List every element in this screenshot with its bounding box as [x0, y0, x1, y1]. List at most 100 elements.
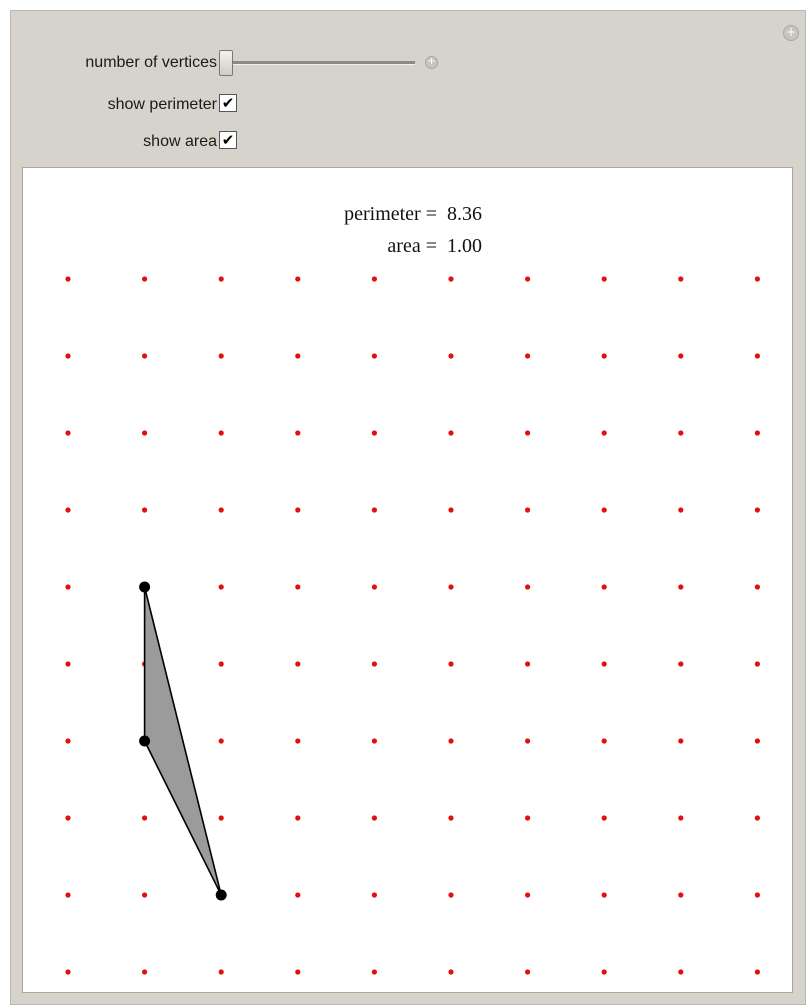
- lattice-dot: [754, 507, 761, 513]
- lattice-dot: [142, 507, 148, 513]
- lattice-dot: [218, 507, 224, 513]
- lattice-dot: [371, 892, 377, 898]
- lattice-dot: [525, 815, 531, 821]
- lattice-dot: [218, 969, 224, 975]
- polygon-vertex-handle[interactable]: [139, 735, 151, 747]
- lattice-dot: [371, 661, 377, 667]
- lattice-dot: [678, 815, 684, 821]
- lattice-dot: [678, 584, 684, 590]
- show-perimeter-label: show perimeter: [107, 96, 217, 113]
- lattice-dot: [295, 353, 301, 359]
- lattice-dot: [295, 507, 301, 513]
- lattice-dot: [218, 276, 224, 282]
- lattice-dot: [601, 815, 607, 821]
- lattice-dot: [525, 892, 531, 898]
- lattice-dot: [371, 969, 377, 975]
- lattice-dot: [218, 353, 224, 359]
- lattice-dot: [678, 507, 684, 513]
- lattice-dot: [218, 661, 224, 667]
- lattice-dot: [142, 276, 148, 282]
- lattice-dot: [371, 353, 377, 359]
- plot-area: perimeter = 8.36 area = 1.00: [22, 167, 793, 993]
- lattice-dot: [295, 969, 301, 975]
- lattice-dot: [754, 353, 761, 359]
- lattice-dot: [754, 430, 761, 436]
- lattice-dot: [218, 430, 224, 436]
- polygon-vertex-handle[interactable]: [215, 889, 227, 901]
- lattice-dot: [65, 584, 71, 590]
- lattice-dot: [142, 353, 148, 359]
- panel-options-icon[interactable]: +: [783, 25, 799, 41]
- lattice-dot: [754, 892, 761, 898]
- lattice-dot: [754, 584, 761, 590]
- lattice-dot: [678, 430, 684, 436]
- polygon-vertex-handle[interactable]: [139, 581, 151, 593]
- show-perimeter-row: show perimeter ✔: [11, 93, 807, 117]
- perimeter-label: perimeter =: [344, 203, 437, 225]
- lattice-dot: [448, 969, 454, 975]
- lattice-dot: [371, 815, 377, 821]
- lattice-dot: [65, 353, 71, 359]
- lattice-dot: [448, 892, 454, 898]
- lattice-dot: [601, 276, 607, 282]
- lattice-dot: [525, 738, 531, 744]
- lattice-dot: [601, 969, 607, 975]
- lattice-dot: [295, 892, 301, 898]
- lattice-dot: [678, 738, 684, 744]
- lattice-dot: [601, 661, 607, 667]
- show-area-checkbox[interactable]: ✔: [219, 131, 237, 149]
- lattice-dot: [295, 738, 301, 744]
- area-value: 1.00: [447, 235, 482, 257]
- lattice-dot: [754, 276, 761, 282]
- lattice-dot: [295, 430, 301, 436]
- lattice-dot: [525, 507, 531, 513]
- lattice-dot: [65, 892, 71, 898]
- lattice-dot: [601, 353, 607, 359]
- show-area-label: show area: [143, 133, 217, 150]
- vertices-control-row: number of vertices +: [11, 50, 807, 76]
- lattice-dot: [371, 430, 377, 436]
- lattice-dot: [678, 661, 684, 667]
- lattice-dot: [525, 969, 531, 975]
- lattice-dot: [754, 738, 761, 744]
- lattice-dot: [448, 430, 454, 436]
- lattice-dot: [754, 815, 761, 821]
- lattice-dot: [65, 738, 71, 744]
- lattice-dot: [525, 430, 531, 436]
- lattice-dot: [371, 584, 377, 590]
- lattice-dot: [601, 507, 607, 513]
- lattice-dot: [601, 892, 607, 898]
- lattice-dot: [65, 661, 71, 667]
- manipulate-panel: + number of vertices + show perimeter ✔ …: [10, 10, 806, 1005]
- lattice-dot: [142, 815, 148, 821]
- slider-expand-icon[interactable]: +: [425, 56, 438, 69]
- vertices-slider-track[interactable]: [219, 61, 415, 65]
- lattice-dot: [448, 815, 454, 821]
- lattice-dot: [601, 738, 607, 744]
- lattice-dot: [525, 584, 531, 590]
- lattice-dot: [65, 507, 71, 513]
- lattice-dot: [371, 738, 377, 744]
- lattice-dot: [448, 507, 454, 513]
- vertices-slider-thumb[interactable]: [219, 50, 233, 76]
- lattice-dot: [678, 969, 684, 975]
- lattice-dot: [65, 276, 71, 282]
- lattice-dot: [678, 892, 684, 898]
- lattice-dot: [678, 276, 684, 282]
- lattice-dot: [218, 738, 224, 744]
- lattice-dot: [295, 584, 301, 590]
- lattice-dot: [218, 584, 224, 590]
- show-perimeter-checkbox[interactable]: ✔: [219, 94, 237, 112]
- lattice-dot: [525, 661, 531, 667]
- lattice-dot: [448, 738, 454, 744]
- lattice-dots: [65, 276, 761, 975]
- area-label: area =: [387, 235, 437, 257]
- lattice-dot: [65, 430, 71, 436]
- lattice-dot: [142, 892, 148, 898]
- lattice-dot: [525, 353, 531, 359]
- lattice-dot: [754, 661, 761, 667]
- lattice-dot: [295, 815, 301, 821]
- lattice-dot: [448, 276, 454, 282]
- polygon-layer: [139, 581, 227, 901]
- lattice-dot: [295, 661, 301, 667]
